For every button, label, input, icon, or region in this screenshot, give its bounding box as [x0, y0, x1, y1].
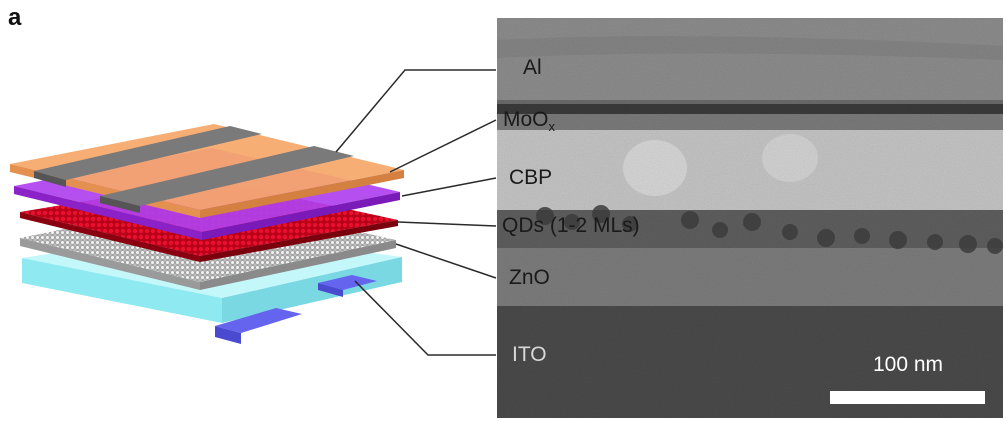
layer-label-cbp: CBP — [509, 166, 552, 190]
leader-line-cbp — [402, 178, 496, 196]
layer-label-ito: ITO — [512, 343, 547, 367]
layer-label-qds: QDs (1-2 MLs) — [502, 214, 640, 238]
leader-line-moox — [390, 120, 496, 172]
leader-line-al — [336, 70, 496, 152]
panel-letter: a — [8, 4, 21, 32]
leader-line-ito — [355, 281, 496, 355]
scale-bar — [830, 391, 985, 404]
scale-bar-label: 100 nm — [873, 353, 943, 377]
layer-label-al: Al — [523, 56, 542, 80]
device-schematic — [10, 124, 404, 344]
leader-line-zno — [396, 244, 496, 278]
layer-label-moox: MoOx — [503, 108, 555, 134]
layer-label-zno: ZnO — [509, 266, 550, 290]
leader-line-qds — [398, 222, 496, 226]
